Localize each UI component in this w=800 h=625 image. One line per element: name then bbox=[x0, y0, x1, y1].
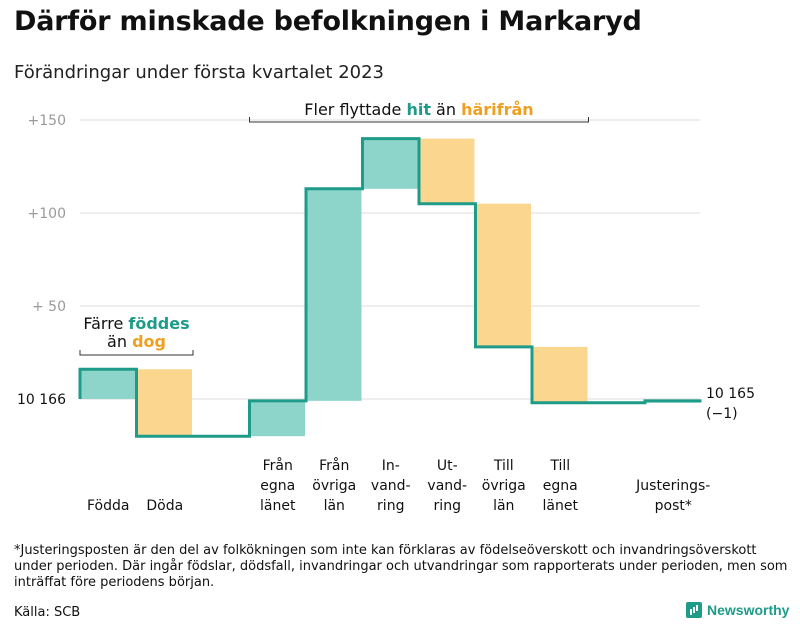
footnote: *Justeringsposten är den del av folkökni… bbox=[14, 543, 788, 590]
category-label: Justerings-post* bbox=[635, 478, 710, 514]
y-tick-label: +100 bbox=[28, 206, 66, 222]
annotation-births-bracket bbox=[79, 350, 194, 356]
y-tick-label: +150 bbox=[28, 113, 66, 129]
annotation-migration-bracket bbox=[249, 117, 589, 123]
annotation-migration-label: Fler flyttade hit än härifrån bbox=[304, 100, 533, 119]
source-note: Källa: SCB bbox=[14, 605, 81, 620]
end-delta-label: (−1) bbox=[706, 406, 738, 422]
cumulative-step-line bbox=[78, 137, 702, 438]
category-label: Födda bbox=[87, 498, 129, 514]
waterfall-bar bbox=[533, 346, 588, 403]
waterfall-bar bbox=[307, 188, 362, 401]
waterfall-bar bbox=[250, 400, 305, 437]
brand-name: Newsworthy bbox=[707, 602, 790, 618]
brand-logo: Newsworthy bbox=[686, 602, 789, 618]
y-tick-label: + 50 bbox=[32, 299, 66, 315]
annotation-births-line1: Färre föddes bbox=[83, 314, 189, 333]
annotation-births-line2: än dog bbox=[107, 332, 166, 351]
category-label: Från övriga län bbox=[312, 457, 356, 514]
category-label: Till övriga län bbox=[482, 458, 526, 514]
waterfall-bar bbox=[363, 138, 418, 189]
start-value-label: 10 166 bbox=[17, 392, 66, 408]
page-title: Därför minskade befolkningen i Markaryd bbox=[14, 6, 642, 37]
waterfall-bar bbox=[420, 138, 475, 204]
category-label: In-vand-ring bbox=[371, 458, 411, 514]
newsworthy-logo-icon bbox=[686, 602, 702, 618]
waterfall-bar bbox=[476, 203, 531, 347]
end-value-label: 10 165 bbox=[706, 386, 755, 402]
category-label: Från egna länet bbox=[260, 457, 296, 514]
waterfall-bar bbox=[137, 369, 192, 437]
category-label: Till egna länet bbox=[543, 458, 579, 514]
category-label: Ut-vand-ring bbox=[427, 458, 467, 514]
page-subtitle: Förändringar under första kvartalet 2023 bbox=[14, 62, 385, 83]
waterfall-chart: + 50 +100 +150 Födda Döda Från egna länet Från öv… bbox=[17, 100, 755, 514]
category-label: Döda bbox=[146, 498, 183, 514]
waterfall-bar bbox=[81, 369, 136, 399]
